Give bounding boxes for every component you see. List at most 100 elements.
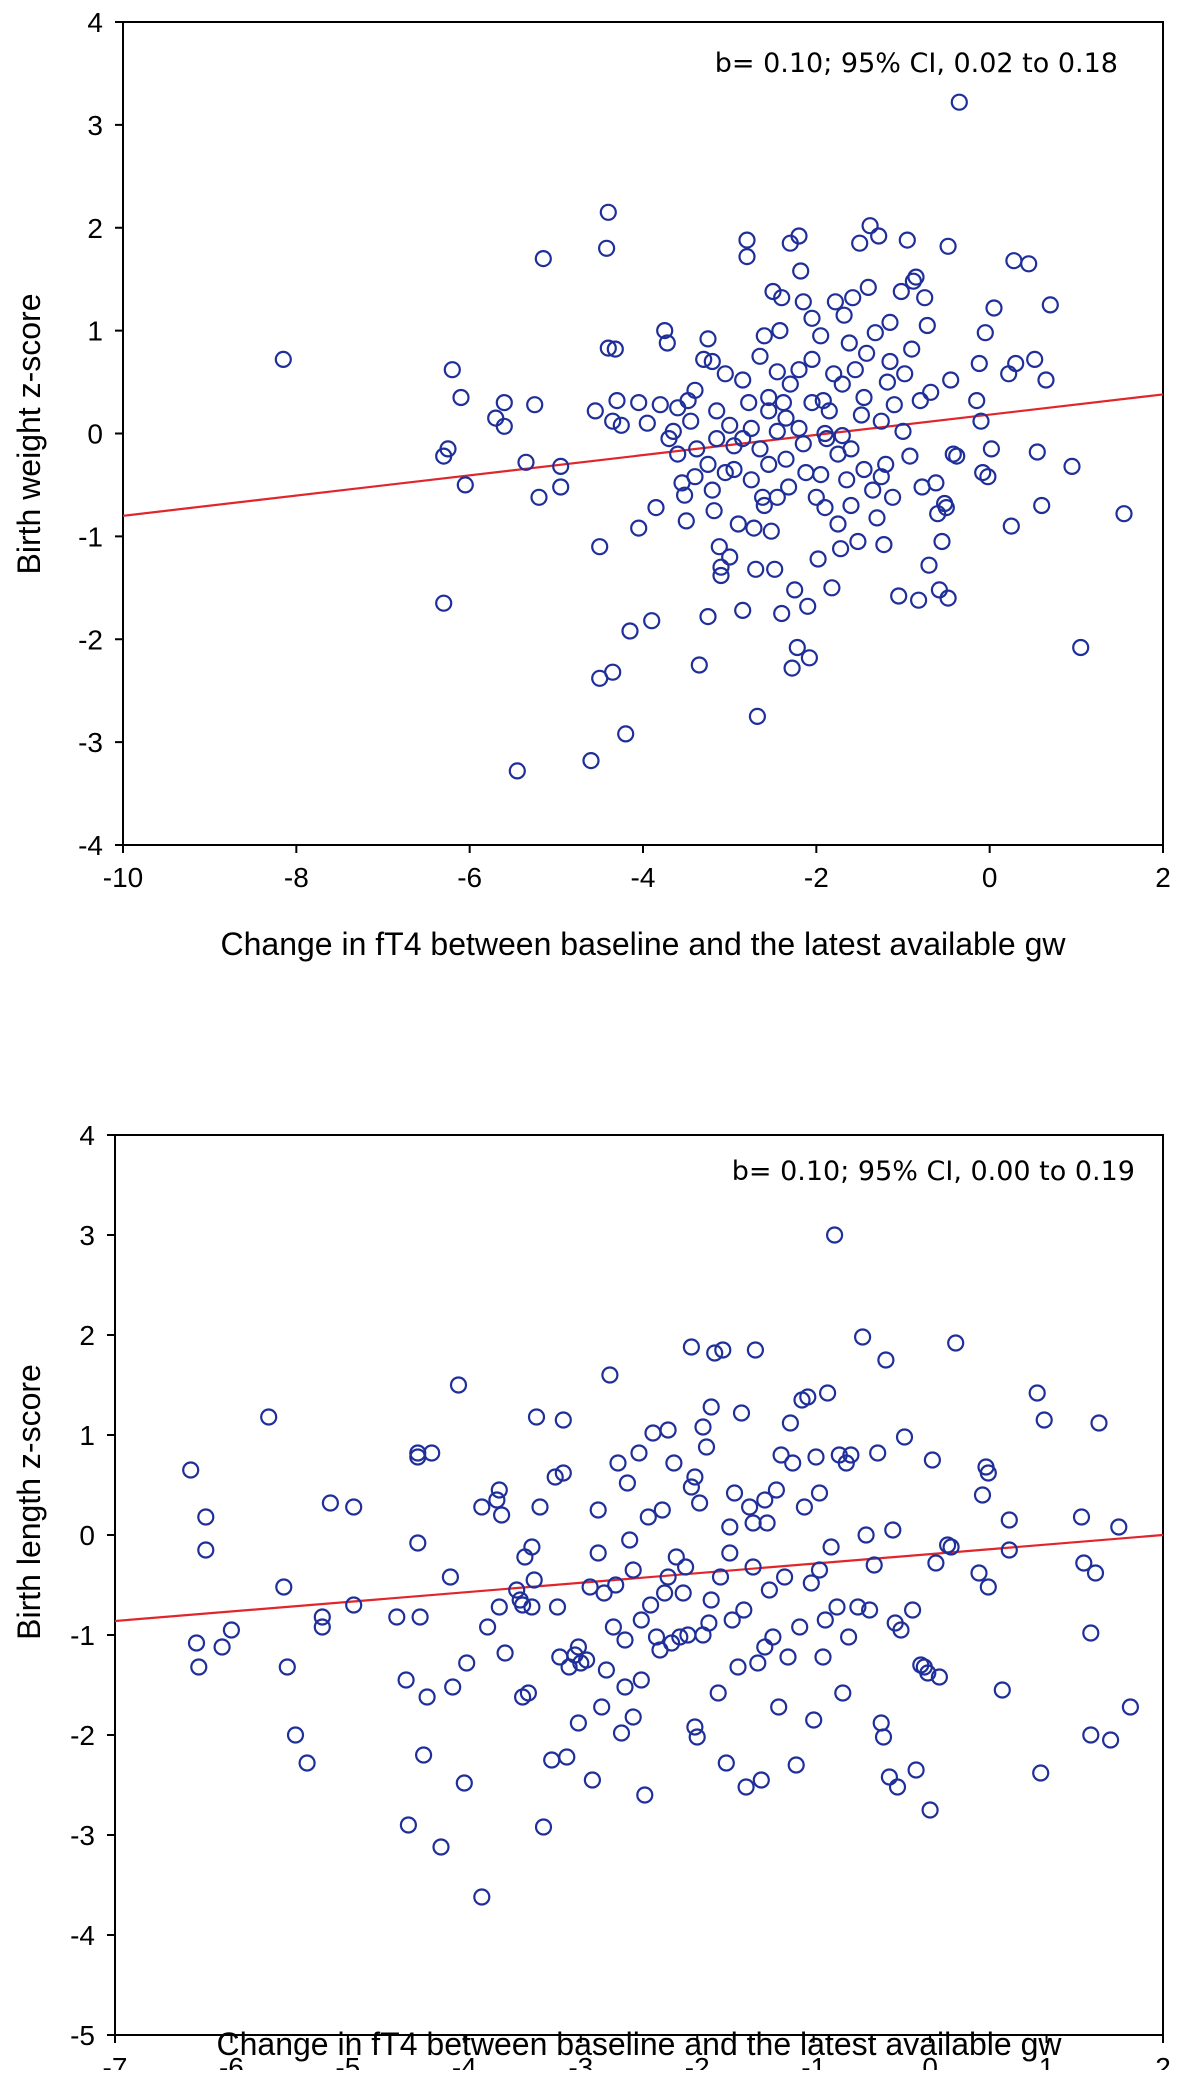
data-point	[543, 1751, 561, 1769]
data-point	[825, 1226, 844, 1244]
x-tick-label: 2	[1155, 2052, 1171, 2070]
data-point	[274, 350, 292, 368]
data-point	[632, 1611, 650, 1629]
data-point	[552, 478, 570, 496]
data-point	[604, 1618, 623, 1636]
x-tick-label: -2	[804, 862, 829, 893]
data-point	[604, 412, 622, 430]
data-point	[1041, 296, 1059, 314]
data-point	[1110, 1518, 1128, 1536]
data-point	[581, 1578, 599, 1596]
data-point	[706, 1344, 724, 1362]
data-point	[443, 361, 461, 379]
data-point	[552, 457, 570, 475]
data-point	[589, 1544, 607, 1562]
data-point	[527, 1408, 546, 1426]
y-tick-label: 1	[87, 316, 103, 347]
data-point	[855, 460, 873, 479]
data-point	[829, 515, 847, 533]
data-point	[690, 656, 708, 674]
data-point	[864, 481, 882, 499]
data-point	[816, 499, 834, 517]
data-point	[1090, 1414, 1108, 1432]
data-point	[435, 594, 453, 612]
data-point	[345, 1596, 363, 1614]
y-tick-label: -3	[78, 727, 103, 758]
data-point	[812, 327, 830, 345]
x-tick-label: -4	[631, 862, 656, 893]
data-point	[976, 324, 994, 342]
data-point	[784, 1454, 802, 1472]
data-point	[700, 1614, 718, 1632]
data-point	[593, 1698, 611, 1716]
y-tick-label: 4	[87, 7, 103, 38]
data-point	[869, 1444, 887, 1462]
data-point	[695, 350, 713, 368]
data-point	[643, 612, 661, 630]
data-point	[608, 392, 626, 410]
data-point	[490, 1481, 508, 1499]
data-point	[866, 324, 884, 342]
data-point	[807, 488, 825, 506]
data-point	[874, 1728, 893, 1746]
data-point	[490, 1598, 508, 1616]
data-point	[890, 587, 908, 605]
data-point	[667, 1548, 685, 1566]
data-point	[857, 344, 876, 362]
data-point	[659, 1421, 677, 1439]
data-point	[799, 597, 817, 615]
data-point	[190, 1658, 208, 1676]
data-point	[742, 471, 760, 489]
data-point	[762, 522, 780, 540]
data-point	[788, 638, 806, 657]
data-point	[473, 1498, 491, 1516]
data-point	[714, 1341, 732, 1359]
data-point	[814, 1648, 832, 1666]
data-point	[721, 1544, 739, 1562]
data-point	[927, 1554, 945, 1572]
data-point	[877, 1351, 895, 1369]
data-point	[1007, 354, 1025, 373]
data-point	[803, 309, 821, 327]
data-point	[618, 1474, 637, 1492]
data-point	[734, 601, 752, 620]
data-point	[767, 1481, 786, 1499]
data-point	[792, 262, 810, 280]
data-point	[872, 1714, 890, 1732]
data-point	[1121, 1698, 1140, 1716]
data-point	[473, 1888, 491, 1906]
data-point	[495, 417, 513, 435]
data-point	[1005, 252, 1023, 270]
y-axis-label: Birth weight z-score	[11, 294, 47, 575]
data-point	[1033, 496, 1051, 515]
data-point	[927, 474, 945, 492]
data-point	[738, 231, 756, 249]
data-point	[699, 607, 717, 626]
data-point	[534, 250, 552, 268]
data-point	[756, 1638, 774, 1656]
data-point	[523, 1538, 541, 1556]
data-point	[583, 1771, 602, 1789]
data-point	[621, 622, 639, 640]
data-point	[677, 512, 695, 530]
data-point	[816, 424, 834, 443]
x-tick-label: -10	[103, 862, 143, 893]
data-point	[865, 1556, 883, 1574]
data-point	[222, 1621, 240, 1639]
data-point	[766, 560, 784, 578]
data-point	[770, 1698, 788, 1716]
data-point	[833, 427, 851, 445]
data-point	[721, 1518, 739, 1536]
data-point	[768, 363, 786, 381]
data-point	[771, 322, 789, 340]
data-point	[508, 1581, 526, 1599]
data-point	[834, 1684, 852, 1702]
data-point	[839, 1628, 858, 1646]
data-point	[624, 1708, 642, 1726]
data-point	[597, 239, 616, 257]
data-point	[388, 1608, 406, 1626]
data-point	[802, 1574, 820, 1592]
data-point	[616, 1631, 634, 1649]
data-point	[423, 1444, 441, 1462]
